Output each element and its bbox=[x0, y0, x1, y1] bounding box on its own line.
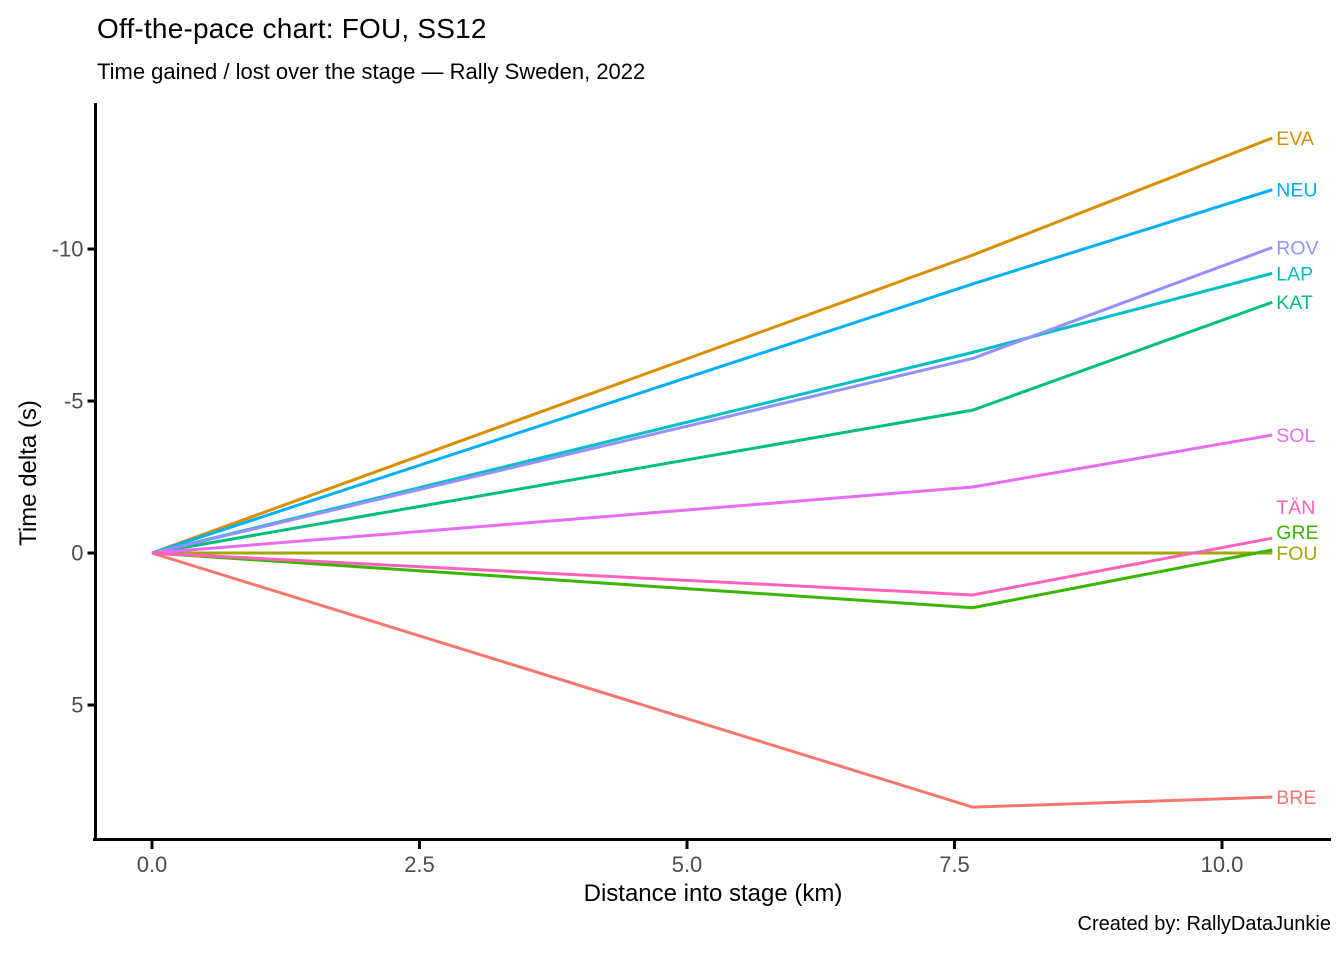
series-label-BRE: BRE bbox=[1276, 787, 1316, 809]
series-line-NEU bbox=[151, 188, 1273, 555]
series-label-TÄN: TÄN bbox=[1276, 497, 1315, 519]
y-tick-label: 5 bbox=[71, 693, 83, 718]
series-label-FOU: FOU bbox=[1276, 543, 1317, 565]
chart-title: Off-the-pace chart: FOU, SS12 bbox=[97, 13, 487, 44]
series-line-KAT bbox=[151, 300, 1273, 555]
y-axis-title: Time delta (s) bbox=[15, 400, 42, 546]
series-line-BRE bbox=[151, 551, 1273, 809]
y-tick-label: 0 bbox=[71, 541, 83, 566]
series-line-EVA bbox=[151, 136, 1273, 555]
series-line-GRE bbox=[151, 548, 1273, 610]
series-line-TÄN bbox=[151, 536, 1273, 597]
x-tick-label: 2.5 bbox=[404, 852, 435, 877]
tick-marks bbox=[87, 247, 1224, 849]
series-label-ROV: ROV bbox=[1276, 237, 1318, 259]
series-label-EVA: EVA bbox=[1276, 128, 1314, 150]
chart-caption: Created by: RallyDataJunkie bbox=[1077, 913, 1331, 935]
tick-labels: -10 -5 0 5 0.0 2.5 5.0 7.5 10.0 bbox=[52, 237, 1244, 878]
series-line-LAP bbox=[151, 271, 1273, 555]
y-tick-label: -10 bbox=[52, 237, 84, 262]
series-line-SOL bbox=[151, 433, 1273, 555]
y-tick-label: -5 bbox=[64, 389, 84, 414]
x-axis-title: Distance into stage (km) bbox=[584, 880, 843, 907]
x-tick-label: 10.0 bbox=[1201, 852, 1244, 877]
series-line-ROV bbox=[151, 246, 1273, 555]
x-tick-label: 0.0 bbox=[137, 852, 168, 877]
chart-subtitle: Time gained / lost over the stage — Rall… bbox=[97, 59, 646, 84]
x-tick-label: 7.5 bbox=[939, 852, 970, 877]
series-label-LAP: LAP bbox=[1276, 263, 1313, 285]
axes bbox=[93, 103, 1331, 841]
series-label-SOL: SOL bbox=[1276, 425, 1315, 447]
series-label-NEU: NEU bbox=[1276, 180, 1317, 202]
series-lines bbox=[151, 136, 1273, 809]
series-label-GRE: GRE bbox=[1276, 522, 1318, 544]
x-tick-label: 5.0 bbox=[672, 852, 703, 877]
series-label-KAT: KAT bbox=[1276, 292, 1313, 314]
